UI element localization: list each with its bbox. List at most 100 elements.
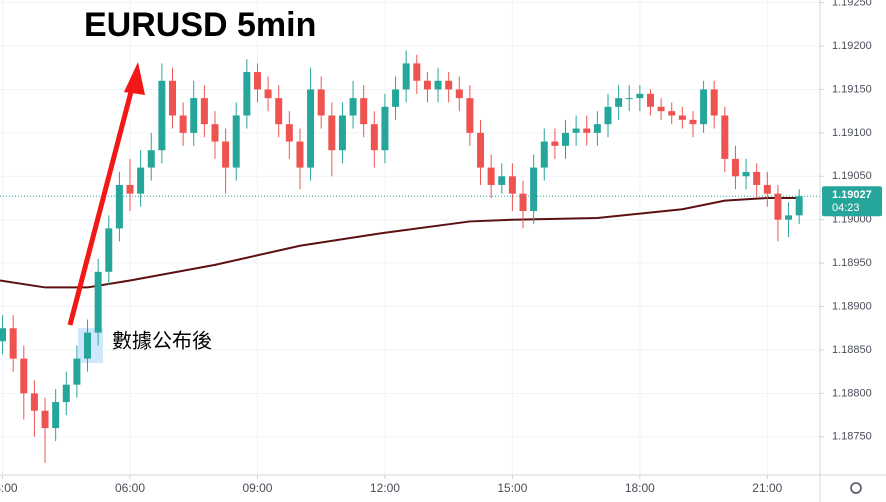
candle-body <box>115 184 123 229</box>
x-tick-label: 12:00 <box>370 481 400 495</box>
arrow-head <box>124 62 145 95</box>
candle-body <box>530 167 538 212</box>
candle-body <box>211 124 219 142</box>
y-tick-label: 1.18950 <box>832 257 872 269</box>
candle-body <box>52 402 60 429</box>
candle-body <box>731 158 739 177</box>
candle-body <box>615 98 623 107</box>
y-tick-label: 1.18850 <box>832 344 872 356</box>
candle-body <box>477 132 485 168</box>
candle-body <box>540 141 548 168</box>
candle-body <box>445 80 453 90</box>
y-tick-label: 1.18750 <box>832 431 872 443</box>
candle-body <box>190 98 198 133</box>
candle-body <box>774 193 782 220</box>
candle-body <box>222 141 230 168</box>
candle-body <box>498 176 506 185</box>
candle-body <box>73 358 81 385</box>
candle-body <box>0 328 7 342</box>
candle-body <box>795 196 803 216</box>
x-tick-label: 03:00 <box>0 481 18 495</box>
candle-body <box>583 128 591 133</box>
candle-body <box>349 98 357 116</box>
last-price-box <box>822 186 882 217</box>
candle-body <box>105 228 113 272</box>
candle-body <box>338 115 346 151</box>
candle-body <box>328 115 336 151</box>
y-tick-label: 1.19200 <box>832 40 872 52</box>
candle-body <box>742 171 750 177</box>
candle-body <box>41 410 49 429</box>
y-tick-label: 1.18800 <box>832 387 872 399</box>
candle-body <box>84 332 92 359</box>
candle-body <box>253 72 261 90</box>
candle-body <box>763 184 771 194</box>
candle-body <box>243 72 251 116</box>
candle-body <box>678 115 686 120</box>
candle-body <box>593 124 601 133</box>
x-tick-label: 09:00 <box>242 481 272 495</box>
candle-body <box>179 115 187 133</box>
x-tick-label: 06:00 <box>115 481 145 495</box>
candle-body <box>94 271 102 333</box>
candle-body <box>317 89 325 116</box>
y-tick-label: 1.19250 <box>832 0 872 9</box>
candle-body <box>710 89 718 116</box>
candle-body <box>392 89 400 107</box>
annotation: 數據公布後 <box>112 329 212 352</box>
candle-body <box>307 89 315 168</box>
candle-body <box>147 150 155 168</box>
candle-body <box>9 328 17 359</box>
candle-body <box>551 141 559 146</box>
chart-title: EURUSD 5min <box>84 6 316 44</box>
candle-body <box>657 106 665 112</box>
candle-body <box>668 111 676 116</box>
candle-body <box>232 115 240 168</box>
candle-body <box>604 106 612 125</box>
candle-body <box>646 93 654 107</box>
grid <box>0 0 820 475</box>
last-price-label: 1.19027 <box>832 189 872 201</box>
candle-body <box>519 193 527 212</box>
plot <box>0 50 820 463</box>
candle-body <box>158 80 166 151</box>
y-tick-label: 1.19100 <box>832 127 872 139</box>
y-tick-label: 1.19000 <box>832 214 872 226</box>
candle-body <box>413 63 421 81</box>
candle-body <box>721 115 729 159</box>
candle-body <box>434 80 442 90</box>
candle-body <box>700 89 708 125</box>
candle-body <box>360 98 368 125</box>
candle-body <box>508 176 516 194</box>
x-tick-label: 18:00 <box>625 481 655 495</box>
candle-body <box>455 89 463 99</box>
x-tick-label: 21:00 <box>752 481 782 495</box>
candle-body <box>689 119 697 125</box>
y-tick-label: 1.18900 <box>832 300 872 312</box>
candle-body <box>753 171 761 185</box>
settings-icon[interactable] <box>850 482 862 494</box>
candle-body <box>466 98 474 133</box>
candle-body <box>785 215 793 220</box>
candle-body <box>381 106 389 151</box>
candle-body <box>487 167 495 185</box>
candle-body <box>572 128 580 133</box>
candle-body <box>62 384 70 403</box>
candle-body <box>275 98 283 125</box>
y-tick-label: 1.19050 <box>832 170 872 182</box>
countdown-label: 04:23 <box>832 202 860 214</box>
moving-average <box>0 196 800 289</box>
candle-body <box>20 358 28 394</box>
candle-body <box>264 89 272 99</box>
arrow <box>67 87 135 326</box>
candle-body <box>30 393 38 411</box>
candle-body <box>402 63 410 90</box>
candle-body <box>137 167 145 194</box>
candle-body <box>636 93 644 99</box>
candle-body <box>296 141 304 168</box>
y-tick-label: 1.19150 <box>832 83 872 95</box>
x-tick-label: 15:00 <box>497 481 527 495</box>
candle-body <box>423 80 431 90</box>
